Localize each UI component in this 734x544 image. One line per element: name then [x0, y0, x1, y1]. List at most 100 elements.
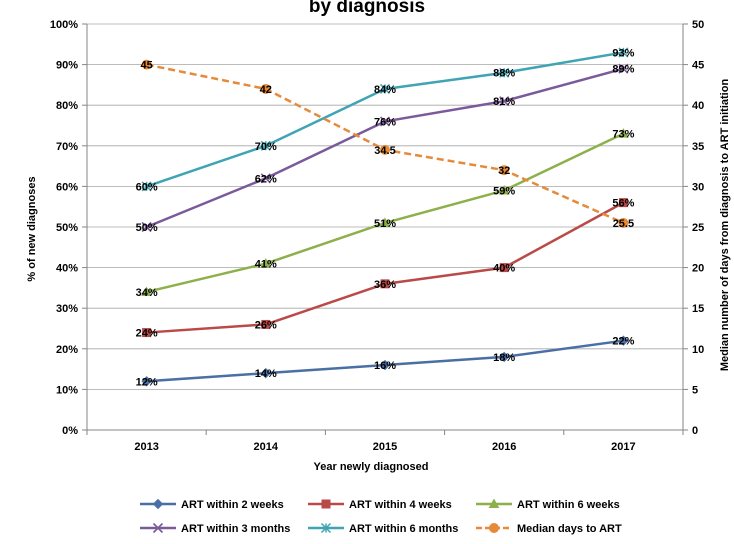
data-point — [141, 286, 152, 296]
data-label: 59% — [493, 185, 515, 197]
legend-item: ART within 2 weeks — [140, 498, 284, 511]
data-point — [498, 184, 510, 195]
y2-tick-label: 30 — [692, 181, 704, 193]
data-label: 51% — [374, 218, 396, 230]
legend-label: Median days to ART — [517, 523, 622, 535]
data-point — [260, 173, 271, 184]
y-tick-label: 100% — [50, 19, 78, 31]
data-point — [152, 522, 164, 534]
legend-label: ART within 3 months — [181, 523, 290, 535]
data-point — [379, 217, 391, 227]
data-point — [488, 498, 500, 508]
data-point — [499, 165, 510, 176]
data-point — [142, 328, 152, 338]
data-label: 76% — [374, 116, 396, 128]
y-axis-title: % of new diagnoses — [26, 176, 38, 281]
y-tick-label: 90% — [56, 60, 78, 72]
legend-label: ART within 2 weeks — [181, 499, 284, 511]
data-point — [499, 263, 509, 273]
data-label: 56% — [612, 198, 634, 210]
y2-tick-label: 5 — [692, 384, 698, 396]
x-tick-label: 2016 — [492, 441, 516, 453]
x-tick-label: 2013 — [134, 441, 158, 453]
data-point — [260, 83, 271, 94]
data-label: 41% — [255, 259, 277, 271]
data-point — [141, 376, 152, 387]
y2-tick-label: 50 — [692, 19, 704, 31]
y-tick-label: 50% — [56, 222, 78, 234]
legend-item: Median days to ART — [476, 523, 622, 535]
chart-title: by diagnosis — [309, 0, 425, 17]
legend-label: ART within 6 months — [349, 523, 458, 535]
data-point — [618, 335, 629, 346]
legend-item: ART within 4 weeks — [308, 499, 452, 511]
data-point — [498, 351, 510, 363]
x-tick-label: 2015 — [373, 441, 397, 453]
y2-tick-label: 40 — [692, 100, 704, 112]
data-label: 25.5 — [613, 218, 634, 230]
y-tick-label: 40% — [56, 263, 78, 275]
data-label: 84% — [374, 84, 396, 96]
data-point — [618, 128, 629, 138]
data-point — [152, 498, 164, 510]
legend-item: ART within 3 months — [140, 522, 290, 535]
y-tick-label: 80% — [56, 100, 78, 112]
data-label: 40% — [493, 263, 515, 275]
y2-tick-label: 45 — [692, 60, 704, 72]
y2-tick-label: 25 — [692, 222, 704, 234]
data-label: 88% — [493, 68, 515, 80]
legend: ART within 2 weeks ART within 4 weeks ART … — [140, 498, 622, 535]
data-point — [260, 258, 272, 268]
data-point — [321, 499, 331, 509]
y2-tick-label: 10 — [692, 344, 704, 356]
data-label: 22% — [612, 336, 634, 348]
data-label: 93% — [612, 47, 634, 59]
data-point — [141, 59, 152, 70]
y2-tick-label: 35 — [692, 141, 704, 153]
data-point — [618, 47, 629, 58]
data-point — [379, 116, 391, 127]
data-label: 34% — [136, 287, 158, 299]
data-point — [260, 140, 271, 151]
data-label: 50% — [136, 222, 158, 234]
y-tick-label: 30% — [56, 303, 78, 315]
data-label: 42 — [260, 84, 272, 96]
y-tick-label: 0% — [62, 425, 78, 437]
legend-item: ART within 6 months — [308, 522, 458, 535]
y2-tick-label: 15 — [692, 303, 704, 315]
data-label: 26% — [255, 319, 277, 331]
data-label: 89% — [612, 64, 634, 76]
data-point — [260, 367, 272, 379]
data-point — [379, 83, 391, 94]
data-label: 70% — [255, 141, 277, 153]
data-point — [141, 181, 152, 192]
data-label: 16% — [374, 360, 396, 372]
data-label: 14% — [255, 368, 277, 380]
y2-tick-label: 0 — [692, 425, 698, 437]
data-point — [320, 522, 332, 534]
data-label: 81% — [493, 96, 515, 108]
legend-item: ART within 6 weeks — [476, 498, 620, 511]
gridlines — [87, 23, 683, 390]
x-tick-label: 2014 — [254, 441, 279, 453]
legend-label: ART within 4 weeks — [349, 499, 452, 511]
series-lines — [141, 47, 629, 387]
y2-axis-title: Median number of days from diagnosis to … — [719, 79, 731, 372]
data-point — [379, 359, 391, 371]
legend-label: ART within 6 weeks — [517, 499, 620, 511]
x-axis-title: Year newly diagnosed — [314, 461, 429, 473]
data-point — [618, 217, 629, 228]
y-tick-label: 10% — [56, 384, 78, 396]
y2-tick-label: 20 — [692, 263, 704, 275]
data-point — [499, 96, 510, 107]
y-tick-label: 70% — [56, 141, 78, 153]
data-point — [618, 63, 629, 74]
data-label: 45 — [140, 60, 152, 72]
data-point — [261, 319, 271, 329]
data-point — [499, 67, 510, 78]
axes: 0% 10% 20% 30% 40% 50% 60% 70% 80% 90% 100% 0 5 10 15 2… — [50, 19, 704, 453]
data-label: 62% — [255, 173, 277, 185]
